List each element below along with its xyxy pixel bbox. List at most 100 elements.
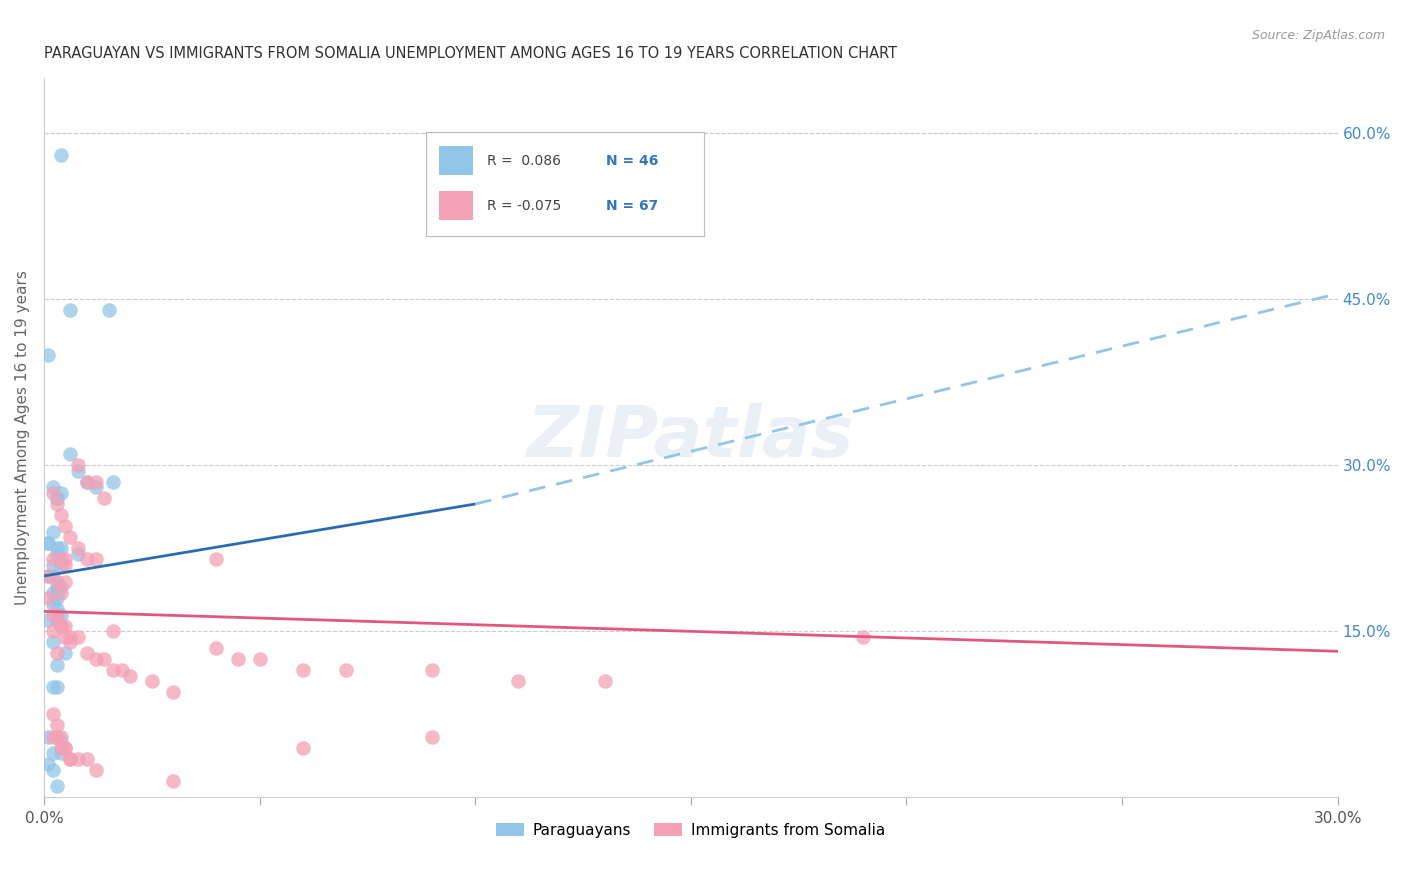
Point [59, 530, 82, 544]
Point [420, 730, 443, 744]
Point [49, 558, 72, 572]
Point [41, 552, 63, 566]
Point [291, 663, 314, 677]
Point [41, 524, 63, 539]
Point [67, 547, 90, 561]
Point [37, 591, 59, 606]
Point [49, 740, 72, 755]
Point [45, 613, 67, 627]
Point [41, 607, 63, 622]
Point [59, 752, 82, 766]
Point [49, 148, 72, 162]
Point [59, 447, 82, 461]
Point [110, 663, 132, 677]
Point [55, 647, 77, 661]
Point [76, 475, 98, 489]
Point [120, 668, 142, 682]
Point [45, 607, 67, 622]
Point [45, 491, 67, 506]
Point [37, 535, 59, 549]
Point [49, 585, 72, 599]
Point [41, 624, 63, 639]
Point [37, 569, 59, 583]
Point [49, 541, 72, 556]
Point [49, 619, 72, 633]
Point [55, 630, 77, 644]
Point [76, 552, 98, 566]
Point [45, 780, 67, 794]
Point [49, 607, 72, 622]
Point [45, 591, 67, 606]
Point [226, 652, 249, 666]
Point [45, 657, 67, 672]
Point [49, 730, 72, 744]
Y-axis label: Unemployment Among Ages 16 to 19 years: Unemployment Among Ages 16 to 19 years [15, 270, 30, 605]
Point [45, 680, 67, 694]
Point [37, 535, 59, 549]
Point [37, 757, 59, 772]
Point [84, 552, 107, 566]
Point [162, 773, 184, 788]
Point [45, 497, 67, 511]
Point [55, 558, 77, 572]
Point [41, 707, 63, 722]
Point [45, 585, 67, 599]
Point [41, 480, 63, 494]
Point [249, 652, 271, 666]
Point [45, 547, 67, 561]
Point [852, 630, 875, 644]
Point [508, 674, 530, 689]
Point [37, 569, 59, 583]
Point [41, 486, 63, 500]
Point [76, 752, 98, 766]
Point [93, 652, 115, 666]
Point [41, 558, 63, 572]
Point [45, 647, 67, 661]
Point [59, 303, 82, 318]
Point [97, 303, 120, 318]
Point [76, 475, 98, 489]
Point [67, 458, 90, 473]
Point [76, 647, 98, 661]
Point [101, 475, 124, 489]
Text: PARAGUAYAN VS IMMIGRANTS FROM SOMALIA UNEMPLOYMENT AMONG AGES 16 TO 19 YEARS COR: PARAGUAYAN VS IMMIGRANTS FROM SOMALIA UN… [44, 46, 897, 62]
Point [59, 635, 82, 649]
Point [84, 475, 107, 489]
Point [101, 624, 124, 639]
Point [335, 663, 357, 677]
Point [67, 752, 90, 766]
Point [84, 763, 107, 777]
Point [45, 574, 67, 589]
Point [59, 630, 82, 644]
Point [84, 480, 107, 494]
Point [37, 347, 59, 361]
Point [45, 602, 67, 616]
Point [49, 486, 72, 500]
Point [84, 652, 107, 666]
Point [55, 740, 77, 755]
Point [45, 491, 67, 506]
Point [420, 663, 443, 677]
Point [41, 746, 63, 760]
Point [41, 569, 63, 583]
Point [49, 619, 72, 633]
Legend: Paraguayans, Immigrants from Somalia: Paraguayans, Immigrants from Somalia [491, 816, 891, 844]
Point [55, 619, 77, 633]
Point [101, 663, 124, 677]
Point [55, 740, 77, 755]
Point [55, 574, 77, 589]
Point [45, 730, 67, 744]
Point [55, 552, 77, 566]
Point [41, 680, 63, 694]
Text: ZIPatlas: ZIPatlas [527, 403, 855, 472]
Point [41, 597, 63, 611]
Point [41, 585, 63, 599]
Point [41, 763, 63, 777]
Point [37, 730, 59, 744]
Point [49, 552, 72, 566]
Point [49, 746, 72, 760]
Point [162, 685, 184, 699]
Point [49, 508, 72, 522]
Point [49, 580, 72, 594]
Point [67, 464, 90, 478]
